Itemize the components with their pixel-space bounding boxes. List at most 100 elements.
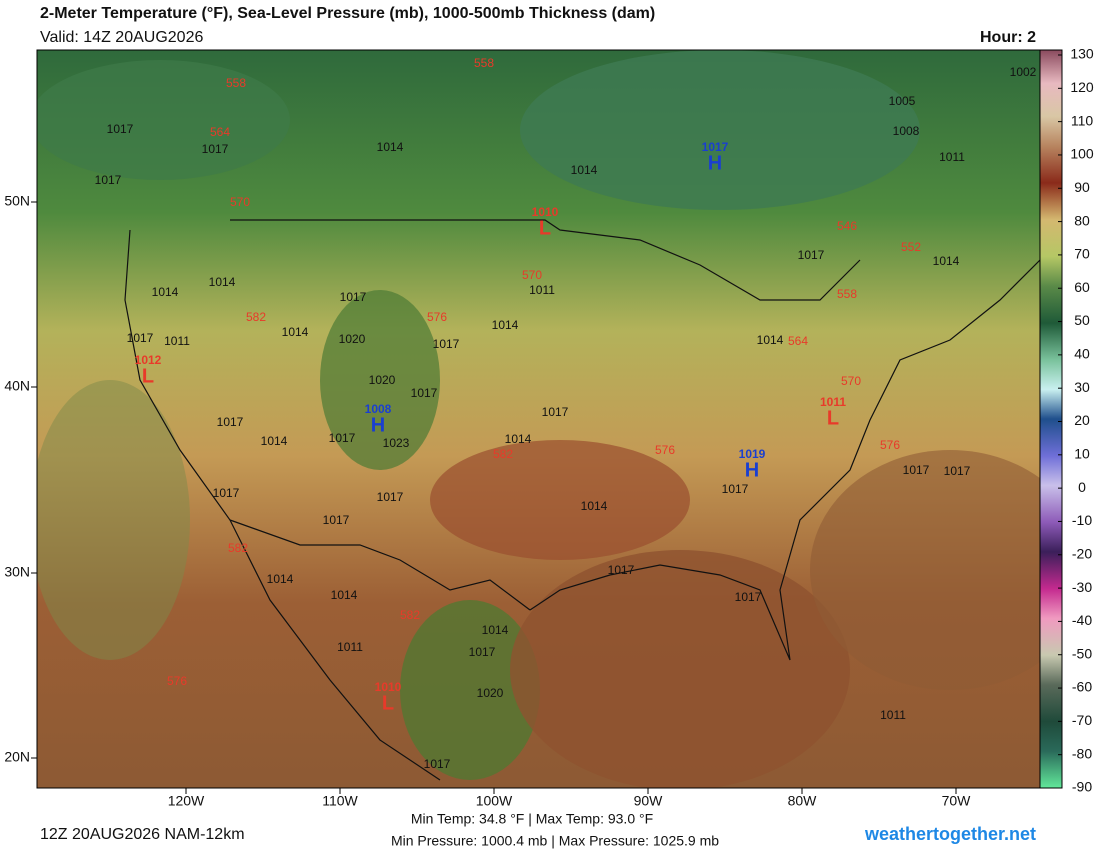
- isobar-label: 1017: [469, 645, 496, 659]
- thickness-label: 570: [522, 268, 542, 282]
- lon-label: 90W: [634, 793, 664, 809]
- valid-time: Valid: 14Z 20AUG2026: [40, 29, 203, 46]
- isobar-label: 1011: [939, 150, 965, 164]
- isobar-label: 1017: [608, 563, 635, 577]
- isobar-label: 1011: [164, 334, 190, 348]
- colorbar-label: 120: [1070, 79, 1094, 95]
- lon-label: 100W: [476, 793, 513, 809]
- thickness-label: 576: [880, 438, 900, 452]
- isobar-label: 1020: [477, 686, 504, 700]
- colorbar-label: -90: [1072, 779, 1092, 795]
- colorbar-label: -80: [1072, 745, 1092, 761]
- coastline: [529, 259, 1040, 661]
- gulf-shading: [510, 550, 850, 788]
- colorbar-label: 70: [1074, 246, 1090, 262]
- coastline: [124, 229, 441, 781]
- isobar-label: 1017: [213, 486, 240, 500]
- thickness-label: 582: [228, 541, 248, 555]
- isobar-label: 1014: [331, 588, 358, 602]
- isobar-label: 1014: [482, 623, 509, 637]
- isobar-label: 1017: [735, 590, 762, 604]
- isobar-label: 1014: [492, 318, 519, 332]
- isobar-label: 1017: [377, 490, 404, 504]
- isobar-label: 1017: [424, 757, 451, 771]
- isobar-label: 1017: [903, 463, 930, 477]
- isobar-label: 1017: [944, 464, 971, 478]
- ocean-shading: [37, 380, 190, 660]
- thickness-label: 546: [837, 219, 857, 233]
- pressure-center: H: [708, 152, 722, 174]
- pressure-center: L: [142, 365, 154, 387]
- isobar-label: 1005: [889, 94, 916, 108]
- lat-label: 40N: [4, 378, 30, 394]
- isobar-label: 1017: [411, 386, 438, 400]
- colorbar-label: -70: [1072, 712, 1092, 728]
- pressure-value: 1008: [365, 402, 392, 416]
- thickness-label: 576: [167, 674, 187, 688]
- isobar-label: 1011: [337, 640, 363, 654]
- thickness-label: 564: [788, 334, 808, 348]
- pressure-value: 1010: [375, 680, 402, 694]
- lat-label: 20N: [4, 749, 30, 765]
- pressure-value: 1011: [820, 395, 846, 409]
- lat-label: 50N: [4, 193, 30, 209]
- colorbar-label: 40: [1074, 346, 1090, 362]
- thickness-label: 582: [493, 447, 513, 461]
- pressure-value: 1017: [702, 140, 729, 154]
- colorbar-label: -60: [1072, 679, 1092, 695]
- thickness-label: 570: [230, 195, 250, 209]
- isobar-label: 1014: [581, 499, 608, 513]
- isobar-label: 1014: [377, 140, 404, 154]
- isobar-label: 1017: [217, 415, 244, 429]
- colorbar-label: 20: [1074, 412, 1090, 428]
- warm-shading: [430, 440, 690, 560]
- isobar-label: 1014: [209, 275, 236, 289]
- thickness-label: 558: [837, 287, 857, 301]
- isobar-label: 1017: [95, 173, 122, 187]
- terrain-shading: [400, 600, 540, 780]
- map-area: [37, 50, 1040, 788]
- pressure-value: 1019: [739, 447, 766, 461]
- colorbar-label: 0: [1078, 479, 1086, 495]
- border: [230, 219, 861, 301]
- isobar-label: 1017: [107, 122, 134, 136]
- isobar-label: 1014: [267, 572, 294, 586]
- isobar-label: 1017: [798, 248, 825, 262]
- colorbar-label: 90: [1074, 179, 1090, 195]
- pressure-center: L: [382, 692, 394, 714]
- isobar-label: 1017: [722, 482, 749, 496]
- lat-label: 30N: [4, 564, 30, 580]
- lon-label: 120W: [168, 793, 205, 809]
- isobar-label: 1017: [542, 405, 569, 419]
- pressure-center: H: [371, 414, 385, 436]
- isobar-label: 1017: [127, 331, 154, 345]
- thickness-label: 582: [246, 310, 266, 324]
- thickness-label: 564: [210, 125, 230, 139]
- isobar-label: 1011: [529, 283, 555, 297]
- terrain-shading: [320, 290, 440, 470]
- thickness-label: 576: [655, 443, 675, 457]
- isobar-label: 1014: [571, 163, 598, 177]
- isobar-label: 1017: [329, 431, 356, 445]
- colorbar-label: -50: [1072, 645, 1092, 661]
- thickness-label: 558: [474, 56, 494, 70]
- thickness-label: 576: [427, 310, 447, 324]
- colorbar-label: 10: [1074, 446, 1090, 462]
- border: [229, 519, 531, 611]
- pressure-center: H: [745, 459, 759, 481]
- colorbar-label: -30: [1072, 579, 1092, 595]
- colorbar-label: 80: [1074, 212, 1090, 228]
- colorbar-label: 100: [1070, 146, 1094, 162]
- colorbar-label: 60: [1074, 279, 1090, 295]
- isobar-label: 1017: [202, 142, 229, 156]
- site-link[interactable]: weathertogether.net: [864, 824, 1036, 844]
- isobar-label: 1023: [383, 436, 410, 450]
- colorbar-label: 30: [1074, 379, 1090, 395]
- pressure-stats: Min Pressure: 1000.4 mb | Max Pressure: …: [391, 833, 719, 849]
- thickness-label: 582: [400, 608, 420, 622]
- thickness-label: 552: [901, 240, 921, 254]
- isobar-label: 1014: [152, 285, 179, 299]
- colorbar-label: -20: [1072, 545, 1092, 561]
- colorbar-label: -10: [1072, 512, 1092, 528]
